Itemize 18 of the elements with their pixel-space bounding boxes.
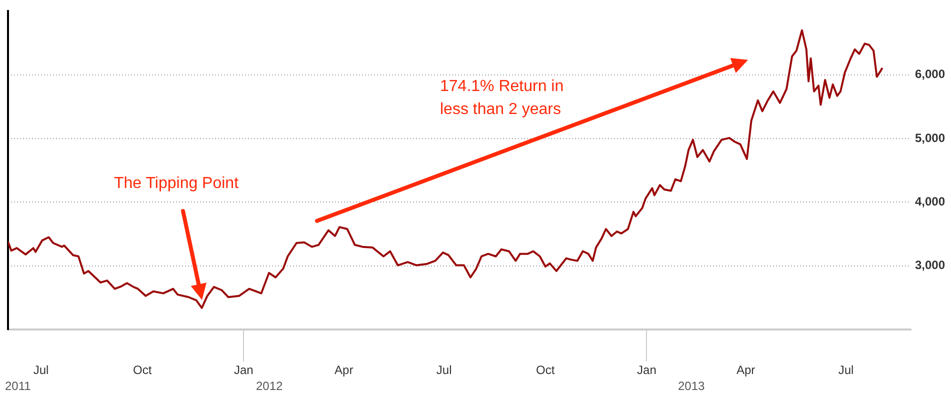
x-tick-label: Oct bbox=[133, 363, 152, 378]
text: 2012 bbox=[256, 379, 284, 393]
x-tick-label: Jul bbox=[436, 363, 452, 378]
text: 2013 bbox=[678, 379, 706, 393]
y-tick-label: 3,000 bbox=[914, 258, 946, 272]
x-tick-label: Jan bbox=[234, 363, 254, 378]
y-tick-label: 5,000 bbox=[914, 130, 946, 145]
x-tick-label: Jul bbox=[33, 363, 49, 378]
text: 2011 bbox=[5, 379, 32, 393]
annotation: 174.1% Return in less than 2 years bbox=[440, 77, 565, 120]
x-tick-label: Jan bbox=[637, 363, 656, 378]
y-tick-label: 4,000 bbox=[914, 194, 946, 209]
x-tick-label: Apr bbox=[334, 363, 354, 378]
annotation: The Tipping Point bbox=[114, 174, 240, 194]
x-tick-label: Apr bbox=[736, 363, 756, 378]
y-tick-label: 6,000 bbox=[914, 67, 946, 82]
x-tick-label: Oct bbox=[536, 363, 556, 378]
x-tick-label: Jul bbox=[838, 363, 854, 378]
